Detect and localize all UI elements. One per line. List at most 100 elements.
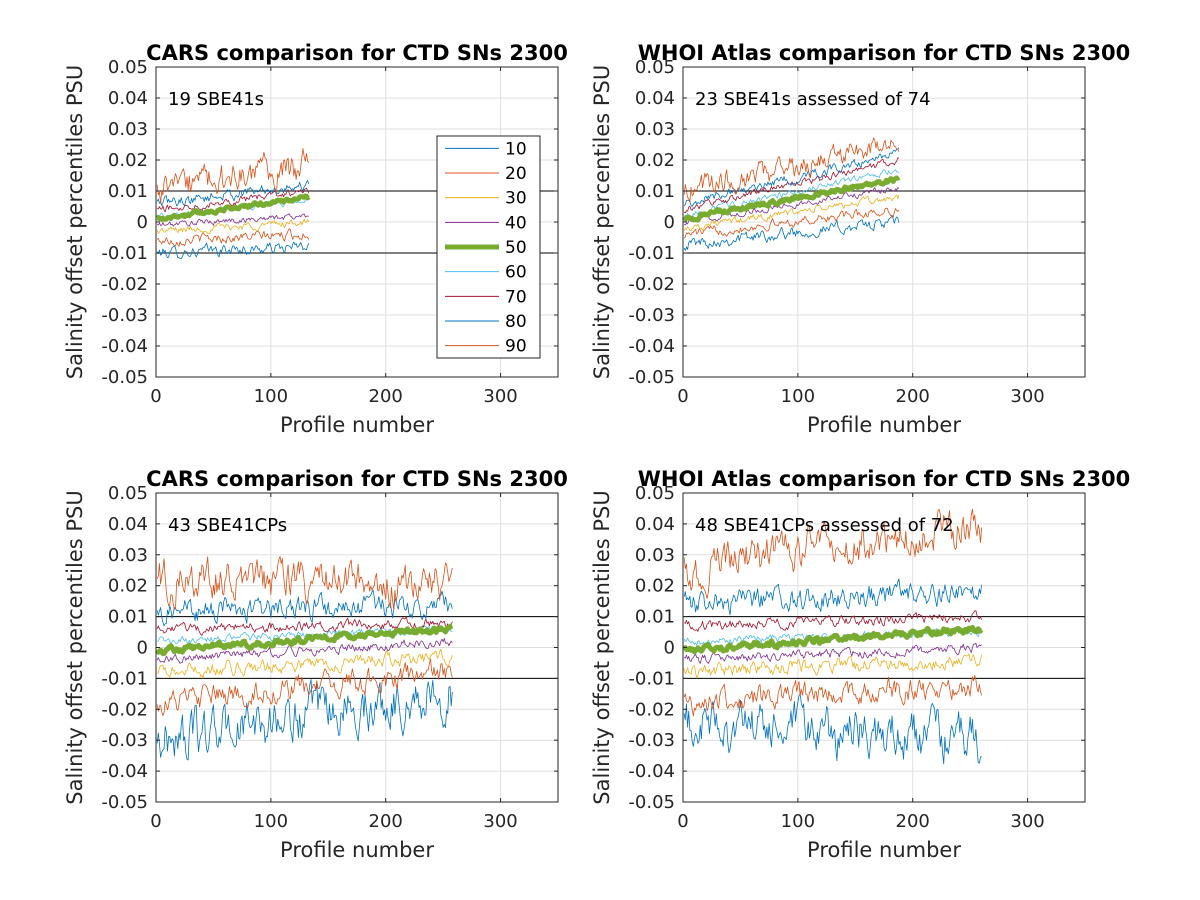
series-line-p70 xyxy=(156,187,310,213)
legend-label-30: 30 xyxy=(505,189,527,209)
y-tick-label: 0 xyxy=(137,638,148,659)
x-tick-label: 300 xyxy=(1010,811,1044,832)
y-tick-label: -0.05 xyxy=(628,367,675,388)
series-line-p60 xyxy=(683,169,900,219)
tick-labels: 0 100 200 300 -0.05 -0.04 -0.03 -0.02 -0.01 0 0.01… xyxy=(101,483,558,832)
tick-labels: 0 100 200 300 -0.05 -0.04 -0.03 -0.02 -0.01 0 0.01… xyxy=(628,57,1085,407)
y-tick-label: 0.03 xyxy=(635,545,675,566)
series-line-p50 xyxy=(155,623,454,657)
annotation: 19 SBE41s xyxy=(168,89,264,110)
y-tick-label: 0.05 xyxy=(635,483,675,504)
y-tick-label: 0.04 xyxy=(635,88,675,109)
series-line-p40 xyxy=(156,213,309,227)
series-line-p80 xyxy=(156,180,310,207)
y-tick-label: -0.03 xyxy=(101,305,148,326)
tick-labels: 0 100 200 300 -0.05 -0.04 -0.03 -0.02 -0.01 0 0.01… xyxy=(628,483,1085,832)
subplot-3: 0 100 200 300 -0.05 -0.04 -0.03 -0.02 -0.01 0 0.01… xyxy=(63,467,568,862)
x-tick-label: 200 xyxy=(369,386,403,407)
legend: 10 20 30 40 50 60 70 80 90 xyxy=(436,135,541,359)
series-line-p20 xyxy=(156,658,453,716)
y-tick-label: -0.05 xyxy=(101,367,148,388)
y-tick-label: 0.01 xyxy=(108,607,148,628)
x-tick-label: 200 xyxy=(896,811,930,832)
x-axis-label: Profile number xyxy=(807,838,961,862)
y-tick-label: 0.02 xyxy=(635,150,675,171)
y-tick-label: -0.03 xyxy=(101,730,148,751)
series-line-p10 xyxy=(683,214,900,251)
chart-title: WHOI Atlas comparison for CTD SNs 2300 xyxy=(638,41,1131,65)
x-tick-label: 300 xyxy=(1010,386,1044,407)
series-line-p10 xyxy=(156,241,310,260)
series-line-p30 xyxy=(157,648,453,679)
y-tick-label: -0.04 xyxy=(628,761,675,782)
series-line-p80 xyxy=(683,578,983,616)
series-line-p10 xyxy=(683,693,982,765)
y-tick-label: -0.01 xyxy=(628,668,675,689)
y-tick-label: 0.04 xyxy=(108,88,148,109)
series-line-p40 xyxy=(683,642,982,664)
x-axis-label: Profile number xyxy=(280,838,434,862)
series-line-p20 xyxy=(683,207,900,239)
reference-lines xyxy=(156,616,558,679)
reference-lines xyxy=(683,616,1085,679)
series-lines xyxy=(682,508,984,765)
series-line-p80 xyxy=(156,589,453,627)
reference-lines xyxy=(683,190,1085,254)
y-tick-label: 0.05 xyxy=(108,57,148,78)
y-tick-label: -0.02 xyxy=(101,274,148,295)
chart-title: CARS comparison for CTD SNs 2300 xyxy=(146,41,568,65)
chart-title: WHOI Atlas comparison for CTD SNs 2300 xyxy=(638,467,1131,491)
x-tick-label: 200 xyxy=(896,386,930,407)
series-line-p20 xyxy=(683,675,983,717)
series-line-p10 xyxy=(156,679,453,761)
subplot-1: 0 100 200 300 -0.05 -0.04 -0.03 -0.02 -0.01 0 0.01… xyxy=(63,41,568,437)
y-tick-label: -0.04 xyxy=(628,336,675,357)
y-tick-label: 0.03 xyxy=(108,119,148,140)
y-tick-label: 0.03 xyxy=(108,545,148,566)
y-tick-label: -0.01 xyxy=(101,668,148,689)
series-line-p30 xyxy=(683,653,983,679)
legend-label-20: 20 xyxy=(505,164,527,184)
series-line-p30 xyxy=(156,218,310,234)
x-axis-label: Profile number xyxy=(807,413,961,437)
series-line-p40 xyxy=(683,187,900,226)
y-tick-label: 0.04 xyxy=(108,514,148,535)
series-line-p90 xyxy=(683,137,900,203)
x-tick-label: 0 xyxy=(150,386,161,407)
series-line-p30 xyxy=(683,194,900,232)
series-line-p90 xyxy=(683,508,983,599)
y-tick-label: 0.01 xyxy=(635,181,675,202)
y-tick-label: 0.05 xyxy=(108,483,148,504)
annotation: 23 SBE41s assessed of 74 xyxy=(695,89,931,110)
series-lines xyxy=(682,137,901,251)
chart-title: CARS comparison for CTD SNs 2300 xyxy=(146,467,568,491)
series-line-p90 xyxy=(156,556,453,611)
series-line-p70 xyxy=(156,616,453,636)
y-tick-label: 0.01 xyxy=(635,607,675,628)
x-axis-label: Profile number xyxy=(280,413,434,437)
legend-label-80: 80 xyxy=(505,312,527,332)
y-tick-label: 0.01 xyxy=(108,181,148,202)
x-tick-label: 100 xyxy=(781,811,815,832)
y-tick-label: -0.04 xyxy=(101,761,148,782)
x-tick-label: 300 xyxy=(483,811,517,832)
series-line-p50 xyxy=(682,175,901,223)
y-tick-label: -0.05 xyxy=(628,792,675,813)
series-line-p50 xyxy=(682,624,984,655)
x-tick-label: 100 xyxy=(254,811,288,832)
y-tick-label: 0 xyxy=(664,638,675,659)
annotation: 43 SBE41CPs xyxy=(168,515,287,536)
subplot-2: 0 100 200 300 -0.05 -0.04 -0.03 -0.02 -0.01 0 0.01… xyxy=(590,41,1130,437)
y-axis-label: Salinity offset percentiles PSU xyxy=(590,490,614,804)
y-tick-label: -0.01 xyxy=(101,243,148,264)
series-line-p50 xyxy=(155,193,311,222)
series-line-p70 xyxy=(683,157,900,214)
series-line-p20 xyxy=(156,228,310,247)
y-tick-label: -0.04 xyxy=(101,336,148,357)
y-tick-label: 0.04 xyxy=(635,514,675,535)
y-tick-label: -0.02 xyxy=(628,699,675,720)
y-tick-label: -0.02 xyxy=(628,274,675,295)
y-tick-label: 0.02 xyxy=(108,576,148,597)
legend-label-60: 60 xyxy=(505,263,527,283)
